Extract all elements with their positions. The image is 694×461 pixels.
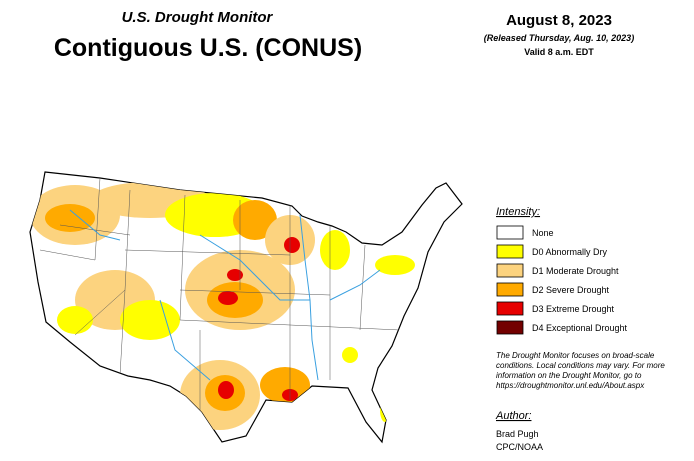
legend-title: Intensity: [496, 206, 540, 218]
legend-label: D0 Abnormally Dry [532, 247, 608, 257]
note-line: The Drought Monitor focuses on broad-sca… [496, 351, 655, 360]
note-line: conditions. Local conditions may vary. F… [496, 361, 665, 370]
legend-label: None [532, 228, 554, 238]
release-date: (Released Thursday, Aug. 10, 2023) [484, 33, 634, 43]
note: The Drought Monitor focuses on broad-sca… [496, 351, 665, 390]
map-date: August 8, 2023 [506, 12, 612, 29]
note-line: information on the Drought Monitor, go t… [496, 371, 642, 380]
rivers [69, 209, 381, 381]
us-map [29, 171, 463, 444]
legend-label: D2 Severe Drought [532, 285, 610, 295]
legend-label: D3 Extreme Drought [532, 304, 615, 314]
valid-time: Valid 8 a.m. EDT [524, 47, 594, 57]
legend-label: D1 Moderate Drought [532, 266, 619, 276]
author-name: CPC/NOAA [496, 442, 543, 452]
legend-swatch [496, 282, 524, 297]
legend-label: D4 Exceptional Drought [532, 323, 628, 333]
author-names: Brad Pugh CPC/NOAA [496, 429, 543, 452]
note-line: https://droughtmonitor.unl.edu/About.asp… [496, 381, 645, 390]
legend-swatch [496, 301, 524, 316]
map-title: U.S. Drought Monitor [122, 9, 274, 26]
state-lines [39, 177, 401, 412]
legend-swatch [496, 244, 524, 259]
map-subtitle: Contiguous U.S. (CONUS) [54, 34, 362, 62]
legend-swatch [496, 225, 524, 240]
author-heading: Author: [495, 410, 531, 422]
legend: Intensity: None D0 Abnormally Dry D1 Moder… [496, 206, 628, 335]
legend-swatch [496, 320, 524, 335]
author-name: Brad Pugh [496, 429, 539, 439]
legend-swatch [496, 263, 524, 278]
